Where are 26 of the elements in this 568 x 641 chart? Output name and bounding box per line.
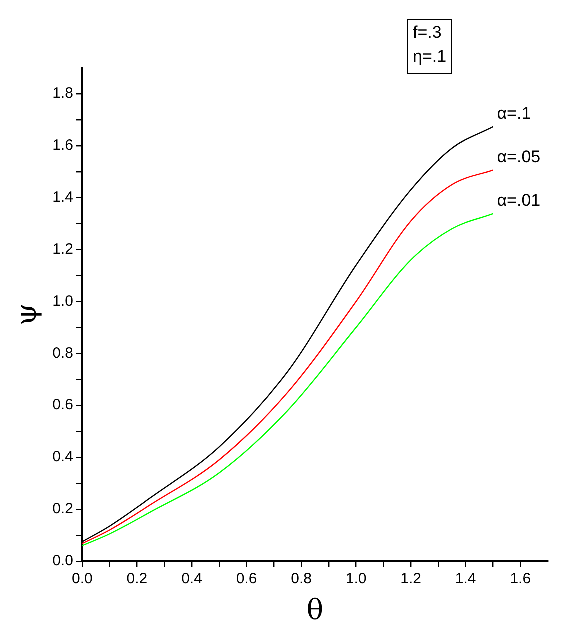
y-tick-label: 1.8 [52,85,74,102]
y-tick-label: 0.2 [52,500,74,518]
x-tick-label: 0.2 [126,570,148,588]
x-tick-label: 0.4 [182,570,202,588]
y-tick-label: 1.4 [52,188,74,206]
x-axis-title: θ [306,593,324,626]
y-tick-label: 0.0 [52,552,74,570]
text: η=.1 [413,47,447,66]
x-tick-label: 1.4 [455,570,476,588]
y-tick-label: 0.8 [52,344,74,362]
y-tick-label: 0.6 [52,396,74,414]
series-label: α=.1 [497,104,532,124]
x-tick-label: 1.0 [346,570,367,588]
x-tick-label: 0.6 [236,570,258,588]
x-tick-label: 0.0 [72,570,93,588]
y-axis-title: ψ [10,304,44,326]
y-tick-label: 1.6 [52,137,74,154]
x-tick-label: 1.6 [510,570,532,588]
x-tick-label: 0.8 [291,570,312,588]
text: f=.3 [413,23,442,42]
series-label: α=.05 [497,148,541,167]
x-tick-label: 1.2 [400,570,422,588]
y-tick-label: 1.0 [52,292,74,310]
series-label: α=.01 [497,191,541,210]
y-tick-label: 1.2 [52,240,74,258]
y-tick-label: 0.4 [52,448,74,466]
